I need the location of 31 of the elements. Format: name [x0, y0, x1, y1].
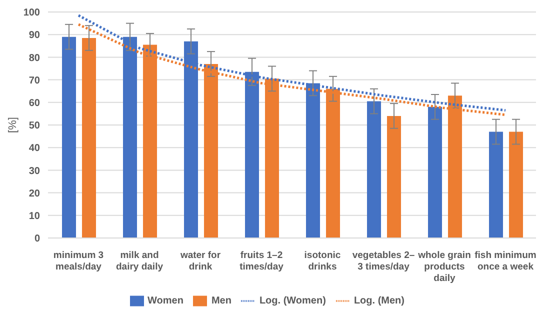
bar — [489, 132, 503, 238]
x-tick-label: fish minimum once a week — [474, 250, 536, 272]
y-tick-label: 50 — [28, 120, 40, 132]
y-tick-label: 70 — [28, 75, 40, 86]
y-tick-label: 80 — [28, 52, 40, 64]
y-tick-label: 40 — [28, 143, 40, 154]
bar — [387, 116, 401, 238]
x-tick-label: isotonic drinks — [304, 250, 341, 272]
y-tick-label: 100 — [23, 8, 40, 19]
y-tick-label: 30 — [28, 166, 40, 177]
y-tick-label: 90 — [28, 30, 40, 42]
bar — [509, 132, 523, 238]
x-tick-label: vegetables 2–3 times/day — [352, 250, 415, 272]
x-tick-label: water for drink — [179, 250, 221, 272]
x-tick-label: fruits 1–2 times/day — [240, 250, 284, 272]
legend-label: Log. (Women) — [259, 296, 326, 307]
x-tick-label: milk and dairy daily — [116, 250, 164, 272]
legend-label: Men — [211, 296, 232, 307]
bar — [62, 36, 76, 238]
legend-label: Women — [148, 296, 184, 307]
y-tick-label: 60 — [28, 98, 40, 109]
y-tick-label: 20 — [28, 188, 40, 200]
y-tick-label: 10 — [28, 210, 40, 222]
legend-label: Log. (Men) — [354, 296, 404, 307]
bar — [428, 106, 442, 238]
bar — [82, 38, 96, 238]
y-tick-label: 0 — [34, 234, 40, 245]
y-axis-title: [%] — [6, 117, 19, 133]
x-tick-label: minimum 3 meals/day — [53, 250, 104, 272]
bar — [367, 101, 381, 238]
x-tick-label: whole grain products daily — [417, 250, 472, 284]
